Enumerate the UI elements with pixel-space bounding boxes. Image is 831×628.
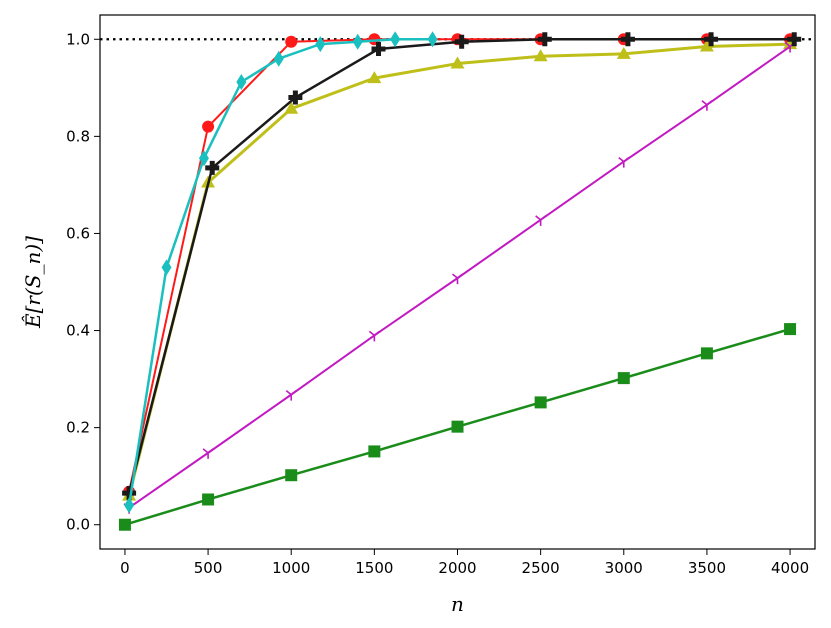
data-point <box>784 323 797 336</box>
data-point <box>122 486 137 501</box>
data-point <box>787 32 802 47</box>
data-point <box>124 497 135 514</box>
y-tick-label: 0.0 <box>66 516 90 534</box>
data-point <box>535 215 547 226</box>
data-point <box>273 50 284 67</box>
x-tick-label: 500 <box>194 559 223 577</box>
data-point <box>285 469 298 482</box>
data-point <box>288 90 303 105</box>
data-point <box>352 33 363 50</box>
series-layer <box>118 31 802 531</box>
data-point <box>285 35 298 48</box>
data-point <box>450 56 465 69</box>
data-point <box>285 390 297 401</box>
data-point <box>202 120 215 133</box>
x-axis-label: n <box>451 592 464 616</box>
data-point <box>202 493 215 506</box>
data-point <box>236 73 247 90</box>
x-tick-label: 3500 <box>688 559 726 577</box>
data-point <box>427 31 438 48</box>
data-point <box>202 448 214 459</box>
x-tick-label: 1000 <box>272 559 310 577</box>
data-point <box>700 347 713 360</box>
series-5 <box>122 32 802 501</box>
data-point <box>118 518 131 531</box>
data-point <box>315 36 326 53</box>
plot-frame <box>99 14 816 550</box>
data-point <box>205 160 220 175</box>
y-tick-label: 0.2 <box>66 419 90 437</box>
x-tick-label: 4000 <box>771 559 809 577</box>
data-point <box>617 372 630 385</box>
data-point <box>533 49 548 62</box>
data-point <box>701 100 713 111</box>
data-point <box>704 32 719 47</box>
data-point <box>618 156 630 168</box>
series-6 <box>124 31 438 514</box>
data-point <box>368 445 381 458</box>
data-point <box>616 46 631 59</box>
data-point <box>161 259 172 276</box>
data-point <box>699 39 714 52</box>
x-tick-label: 1500 <box>355 559 393 577</box>
x-tick-label: 0 <box>120 559 130 577</box>
data-point <box>537 32 552 47</box>
x-tick-label: 2000 <box>438 559 476 577</box>
x-tick-label: 3000 <box>605 559 643 577</box>
ticks-layer: 0 500 1000 1500 2000 2500 3000 3500 4000 0.0 0.2 0.… <box>66 30 809 577</box>
y-tick-label: 0.6 <box>66 224 90 242</box>
data-point <box>198 150 209 167</box>
data-point <box>368 330 380 342</box>
data-point <box>371 41 386 56</box>
data-point <box>534 396 547 409</box>
y-axis-label: Ê[r(S_n)] <box>21 236 45 329</box>
y-tick-label: 0.8 <box>66 127 90 145</box>
data-point <box>454 34 469 49</box>
series-3 <box>118 323 797 531</box>
series-2 <box>122 37 798 501</box>
data-point <box>284 101 299 114</box>
y-axis-label-group: Ê[r(S_n)] <box>21 236 45 329</box>
data-point <box>390 31 401 48</box>
y-tick-label: 0.4 <box>66 322 90 340</box>
data-point <box>452 273 463 285</box>
x-tick-label: 2500 <box>522 559 560 577</box>
data-point <box>451 420 464 433</box>
y-tick-label: 1.0 <box>66 30 90 48</box>
data-point <box>620 32 635 47</box>
data-point <box>367 71 382 84</box>
